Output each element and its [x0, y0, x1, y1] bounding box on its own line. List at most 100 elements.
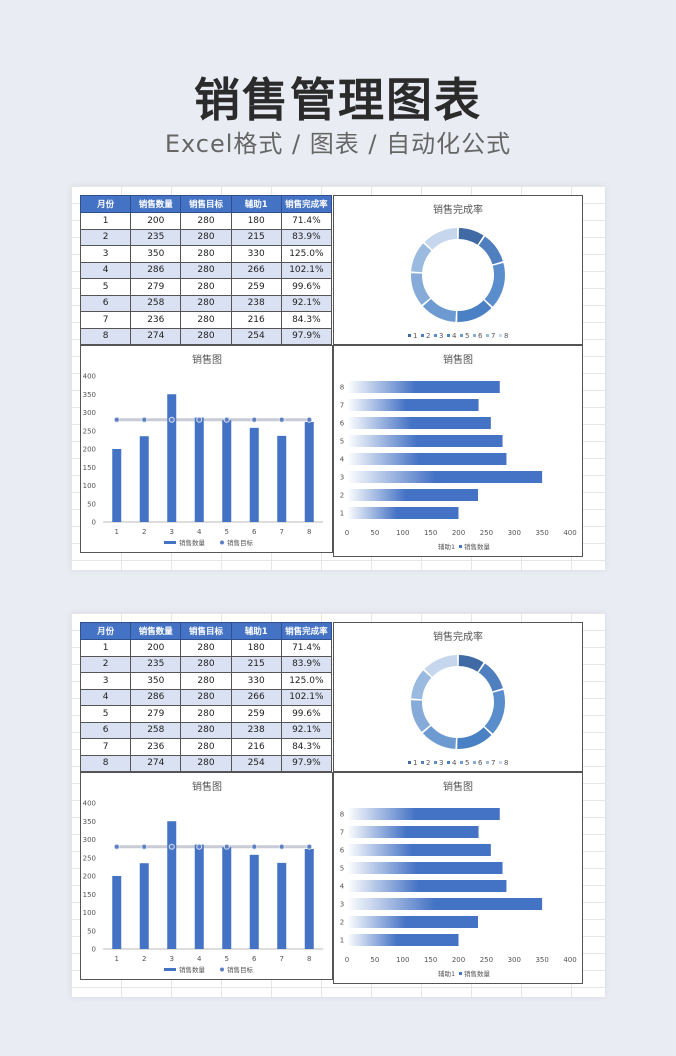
- legend-marker: [220, 540, 224, 545]
- target-point: [251, 843, 258, 850]
- table-row: 5 279 280 259 99.6%: [79, 705, 333, 723]
- y-tick-label: 8: [340, 811, 344, 819]
- donut-slice: [411, 670, 432, 700]
- y-tick-label: 0: [92, 519, 96, 527]
- table-cell: 235: [130, 228, 182, 246]
- table-header-cell: 月份: [79, 622, 132, 640]
- table-cell: 280: [180, 327, 232, 345]
- target-point: [141, 843, 148, 850]
- legend-label: 辅助1: [438, 969, 455, 978]
- legend-label: 1: [413, 759, 417, 767]
- legend-label: 7: [491, 759, 495, 767]
- table-cell: 259: [230, 278, 282, 296]
- column-bar: [249, 854, 259, 949]
- table-cell: 280: [180, 245, 232, 263]
- table-cell: 84.3%: [280, 311, 333, 329]
- table-cell: 6: [79, 294, 132, 312]
- hero-subtitle: Excel格式 / 图表 / 自动化公式: [164, 130, 512, 158]
- x-tick-label: 1: [115, 528, 119, 536]
- table-row: 1 200 280 180 71.4%: [79, 212, 333, 230]
- y-tick-label: 8: [340, 384, 344, 392]
- table-cell: 71.4%: [280, 212, 333, 230]
- donut-slice: [484, 689, 505, 734]
- legend-label: 8: [504, 332, 508, 340]
- y-tick-label: 300: [83, 836, 96, 844]
- donut-slice: [424, 655, 458, 677]
- legend-label: 1: [413, 332, 417, 340]
- donut-chart-panel: 销售完成率 1 2 3 4 5 6 7 8: [333, 195, 583, 345]
- column-chart-panel: 销售图 0 50 100 150 200 250 300 350 400 1 2 3 4 5 6 7 8 销售数量 销…: [80, 772, 333, 980]
- horizontal-bar-chart-title: 销售图: [443, 780, 473, 793]
- donut-slice: [458, 228, 484, 245]
- target-point: [223, 843, 230, 850]
- horizontal-bar: [347, 453, 507, 465]
- x-tick-label: 250: [480, 956, 493, 964]
- x-tick-label: 50: [370, 529, 379, 537]
- legend-marker: [447, 334, 450, 337]
- donut-slice: [457, 300, 492, 322]
- table-cell: 7: [79, 311, 132, 329]
- table-cell: 350: [130, 245, 182, 263]
- legend-marker: [220, 967, 224, 972]
- table-cell: 279: [130, 705, 182, 723]
- table-row: 3 350 280 330 125.0%: [79, 245, 333, 263]
- table-cell: 254: [230, 327, 282, 345]
- table-cell: 215: [230, 228, 282, 246]
- table-cell: 238: [230, 294, 282, 312]
- legend-label: 6: [478, 759, 483, 767]
- spreadsheet-preview-1: 月份 销售数量 销售目标 辅助1 销售完成率 1 200 280 180 71.4% 2 235 280…: [71, 186, 605, 570]
- legend-marker: [408, 761, 411, 764]
- legend-marker: [421, 334, 424, 337]
- donut-slice: [478, 236, 503, 265]
- y-tick-label: 300: [83, 409, 96, 417]
- target-point: [306, 843, 313, 850]
- column-bar: [112, 449, 122, 522]
- x-tick-label: 7: [280, 528, 284, 536]
- column-bar: [167, 821, 177, 949]
- table-row: 6 258 280 238 92.1%: [79, 294, 333, 312]
- target-point: [223, 416, 230, 423]
- legend-marker: [460, 334, 463, 337]
- table-cell: 280: [180, 721, 232, 739]
- y-tick-label: 4: [340, 883, 345, 891]
- donut-slice: [478, 663, 503, 692]
- x-tick-label: 200: [452, 956, 465, 964]
- legend-label: 2: [426, 759, 430, 767]
- table-cell: 280: [180, 754, 232, 772]
- table-header-cell: 销售数量: [130, 622, 182, 640]
- legend-marker: [434, 334, 437, 337]
- table-cell: 259: [230, 705, 282, 723]
- table-cell: 274: [130, 754, 182, 772]
- x-tick-label: 3: [170, 955, 174, 963]
- table-cell: 97.9%: [280, 754, 333, 772]
- legend-marker: [499, 761, 502, 764]
- table-cell: 102.1%: [280, 688, 333, 706]
- y-tick-label: 4: [340, 456, 345, 464]
- table-cell: 280: [180, 738, 232, 756]
- target-point: [251, 416, 258, 423]
- table-cell: 1: [79, 212, 132, 230]
- donut-slice: [411, 243, 432, 273]
- table-cell: 1: [79, 639, 132, 657]
- y-tick-label: 6: [340, 847, 345, 855]
- column-chart: 销售图 0 50 100 150 200 250 300 350 400 1 2 3 4 5 6 7 8 销售数量 销…: [83, 780, 323, 974]
- y-tick-label: 2: [340, 492, 344, 500]
- sales-table: 月份 销售数量 销售目标 辅助1 销售完成率 1 200 280 180 71.4% 2 235 280…: [79, 195, 333, 345]
- x-tick-label: 300: [508, 956, 521, 964]
- table-cell: 286: [130, 261, 182, 279]
- x-tick-label: 4: [197, 528, 202, 536]
- horizontal-bar: [347, 381, 500, 393]
- x-tick-label: 6: [252, 955, 257, 963]
- table-cell: 99.6%: [280, 705, 333, 723]
- table-cell: 3: [79, 672, 132, 690]
- x-tick-label: 7: [280, 955, 284, 963]
- table-row: 4 286 280 266 102.1%: [79, 688, 333, 706]
- donut-slice: [458, 655, 484, 672]
- x-tick-label: 5: [225, 528, 229, 536]
- target-point: [278, 416, 285, 423]
- y-tick-label: 350: [83, 391, 96, 399]
- table-header-row: 月份 销售数量 销售目标 辅助1 销售完成率: [79, 622, 333, 640]
- legend-marker: [459, 972, 462, 975]
- legend-label: 3: [439, 759, 443, 767]
